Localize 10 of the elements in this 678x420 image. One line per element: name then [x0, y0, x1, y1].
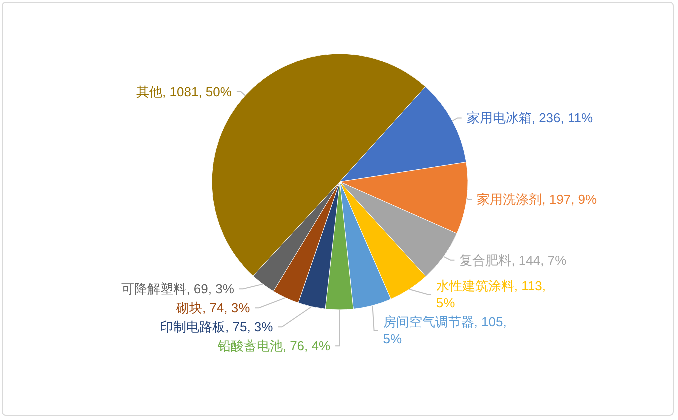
slice-label: 复合肥料, 144, 7% [460, 252, 568, 268]
slice-label: 铅酸蓄电池, 76, 4% [216, 338, 331, 354]
slice-label: 砌块, 74, 3% [175, 300, 251, 316]
slice-label: 家用电冰箱, 236, 11% [466, 110, 594, 126]
slice-label: 家用洗涤剂, 197, 9% [477, 192, 598, 207]
slice-label: 其他, 1081, 50% [136, 84, 232, 100]
slice-label: 印制电路板, 75, 3% [160, 320, 274, 335]
slice-label: 可降解塑料, 69, 3% [122, 282, 235, 297]
slice-label: 房间空气调节器, 105, 5% [383, 314, 510, 347]
slice-label: 水性建筑涂料, 113, 5% [436, 278, 550, 311]
